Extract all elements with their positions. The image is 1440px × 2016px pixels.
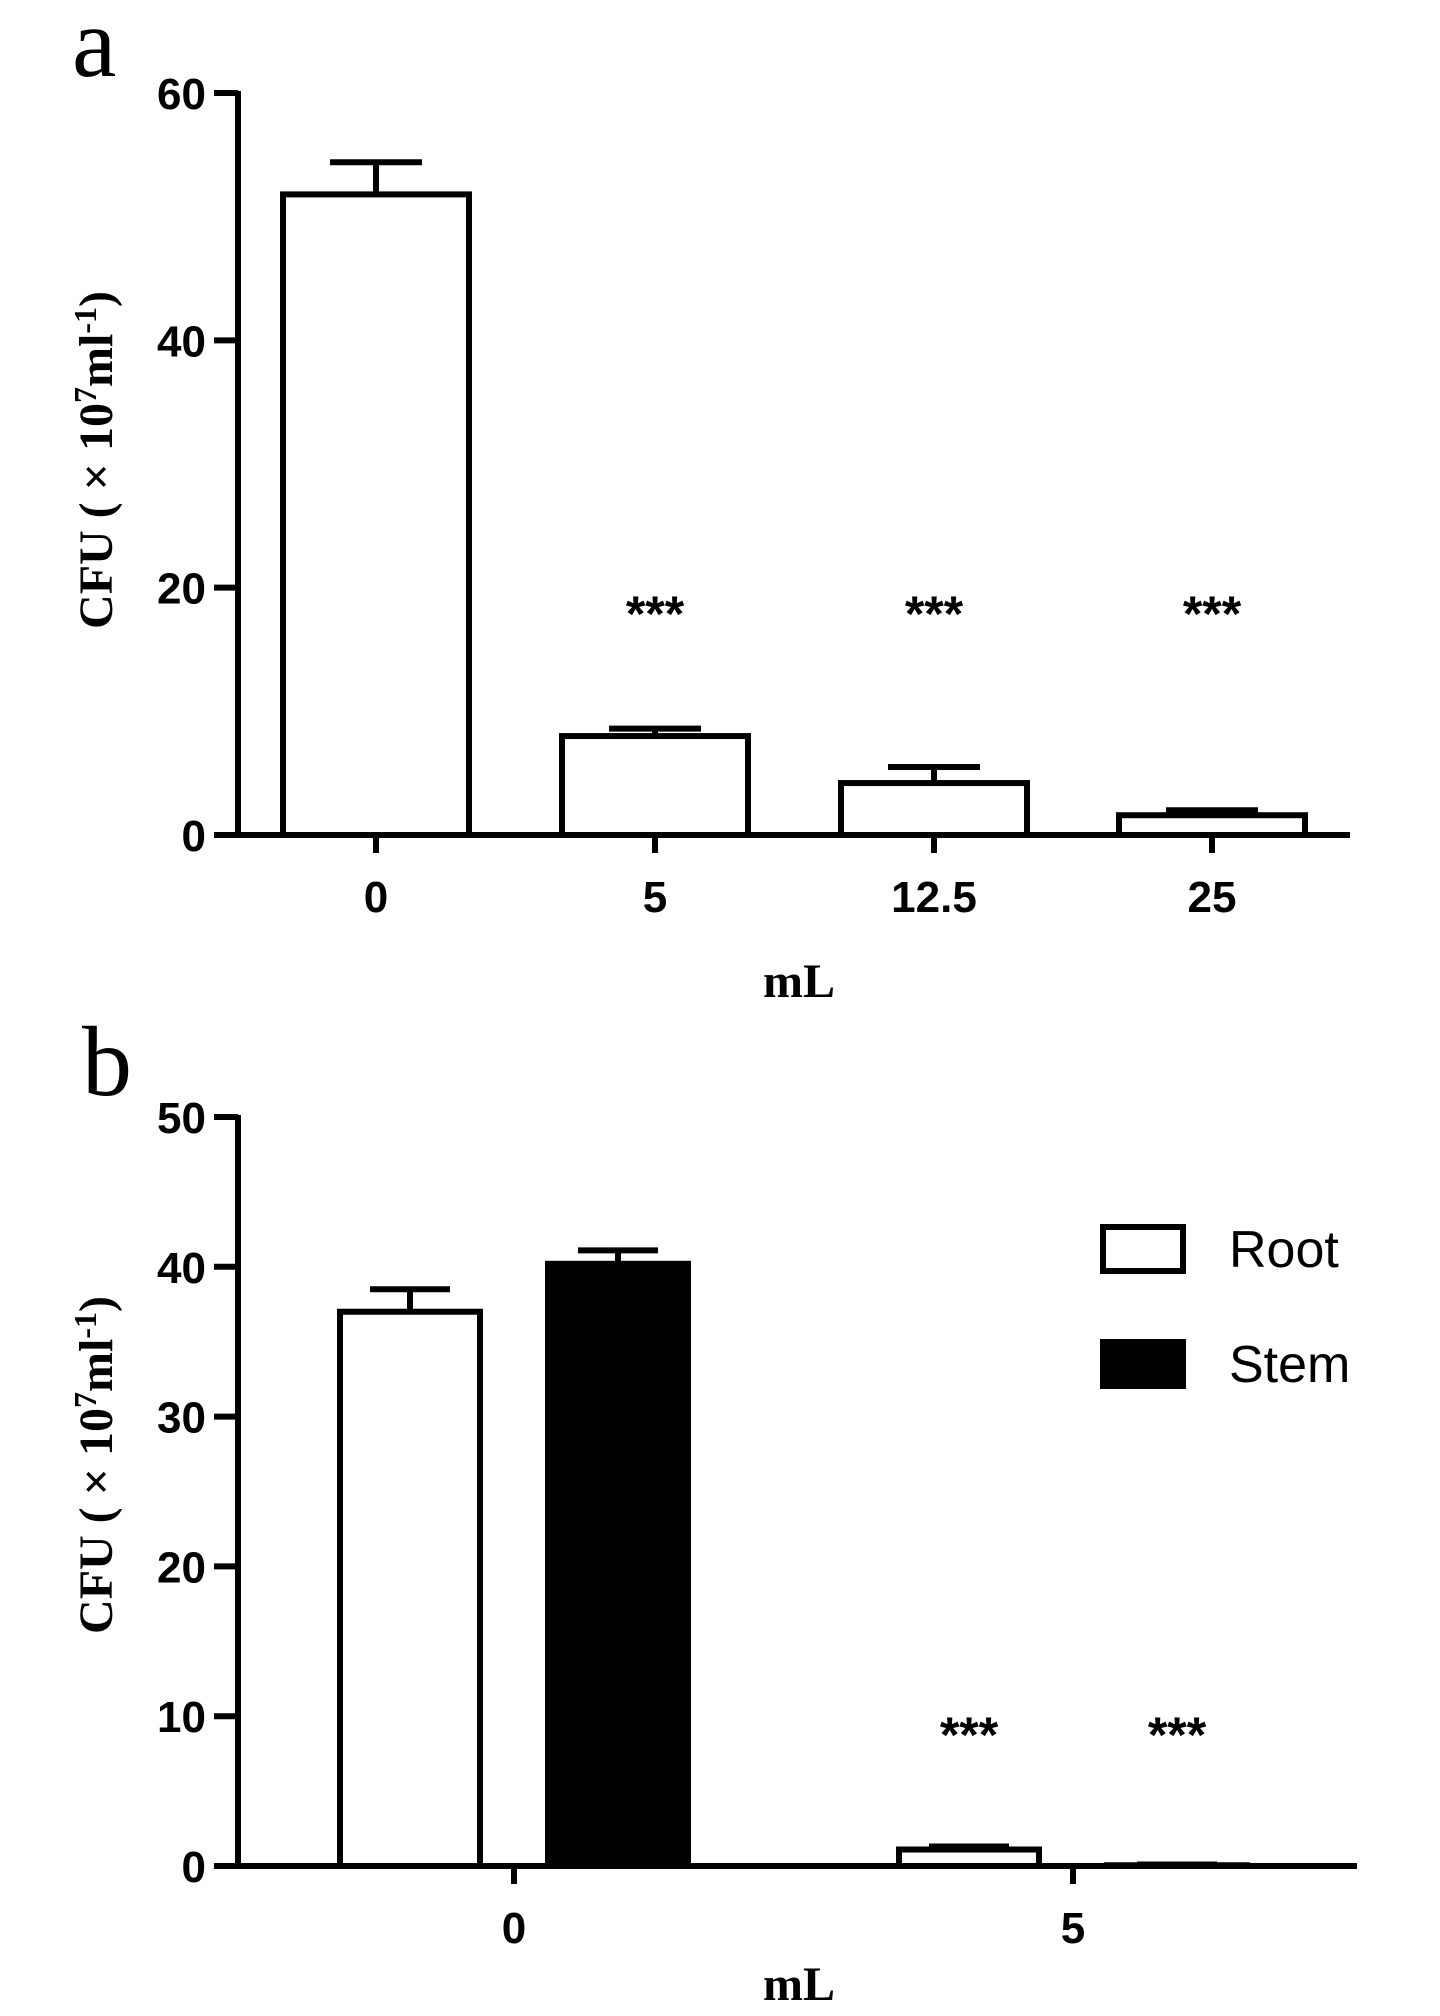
y-tick-label: 40 xyxy=(157,317,206,366)
bar-12.5 xyxy=(838,780,1030,838)
y-tick-label: 10 xyxy=(157,1693,206,1742)
significance-marker: *** xyxy=(905,586,964,642)
panel-b-legend: Root Stem xyxy=(1100,1221,1350,1394)
panel-b-bars: *** *** xyxy=(337,1247,1250,1869)
legend-swatch-root xyxy=(1100,1224,1186,1274)
panel-a-bars: *** *** *** xyxy=(280,159,1308,838)
y-tick-label: 60 xyxy=(157,70,206,119)
panel-a-x-axis-label: mL xyxy=(763,955,835,1008)
y-tick-label: 50 xyxy=(157,1094,206,1143)
x-tick-label: 12.5 xyxy=(891,873,977,922)
x-tick-label: 25 xyxy=(1188,873,1237,922)
panel-b-y-axis-label: CFU ( × 107ml-1) xyxy=(67,1296,123,1634)
significance-marker: *** xyxy=(940,1707,999,1763)
y-tick-label: 20 xyxy=(157,565,206,614)
x-tick-label: 5 xyxy=(643,873,667,922)
bar-root-0 xyxy=(337,1308,483,1869)
y-tick-label: 0 xyxy=(182,1843,206,1892)
bar-5 xyxy=(559,733,751,838)
panel-a: a *** *** *** 0 5 12.5 25 0 20 40 60 mL CFU ( × 1… xyxy=(67,0,1350,1008)
significance-marker: *** xyxy=(1183,586,1242,642)
legend-label-stem: Stem xyxy=(1229,1336,1350,1394)
x-tick-label: 0 xyxy=(502,1904,526,1953)
bar-stem-0 xyxy=(545,1260,691,1869)
x-tick-label: 5 xyxy=(1061,1904,1085,1953)
significance-marker: *** xyxy=(1148,1707,1207,1763)
legend-swatch-stem xyxy=(1100,1339,1186,1389)
panel-a-letter: a xyxy=(72,0,116,98)
significance-marker: *** xyxy=(626,586,685,642)
legend-label-root: Root xyxy=(1229,1221,1339,1279)
panel-a-axes: 0 5 12.5 25 0 20 40 60 xyxy=(157,70,1350,922)
panel-b-x-axis-label: mL xyxy=(763,1958,835,2011)
bar-0 xyxy=(280,191,472,838)
y-tick-label: 40 xyxy=(157,1244,206,1293)
y-tick-label: 0 xyxy=(182,812,206,861)
x-tick-label: 0 xyxy=(364,873,388,922)
panel-b-letter: b xyxy=(82,1006,132,1117)
y-tick-label: 20 xyxy=(157,1543,206,1592)
panel-a-y-axis-label: CFU ( × 107ml-1) xyxy=(67,291,123,629)
y-tick-label: 30 xyxy=(157,1394,206,1443)
